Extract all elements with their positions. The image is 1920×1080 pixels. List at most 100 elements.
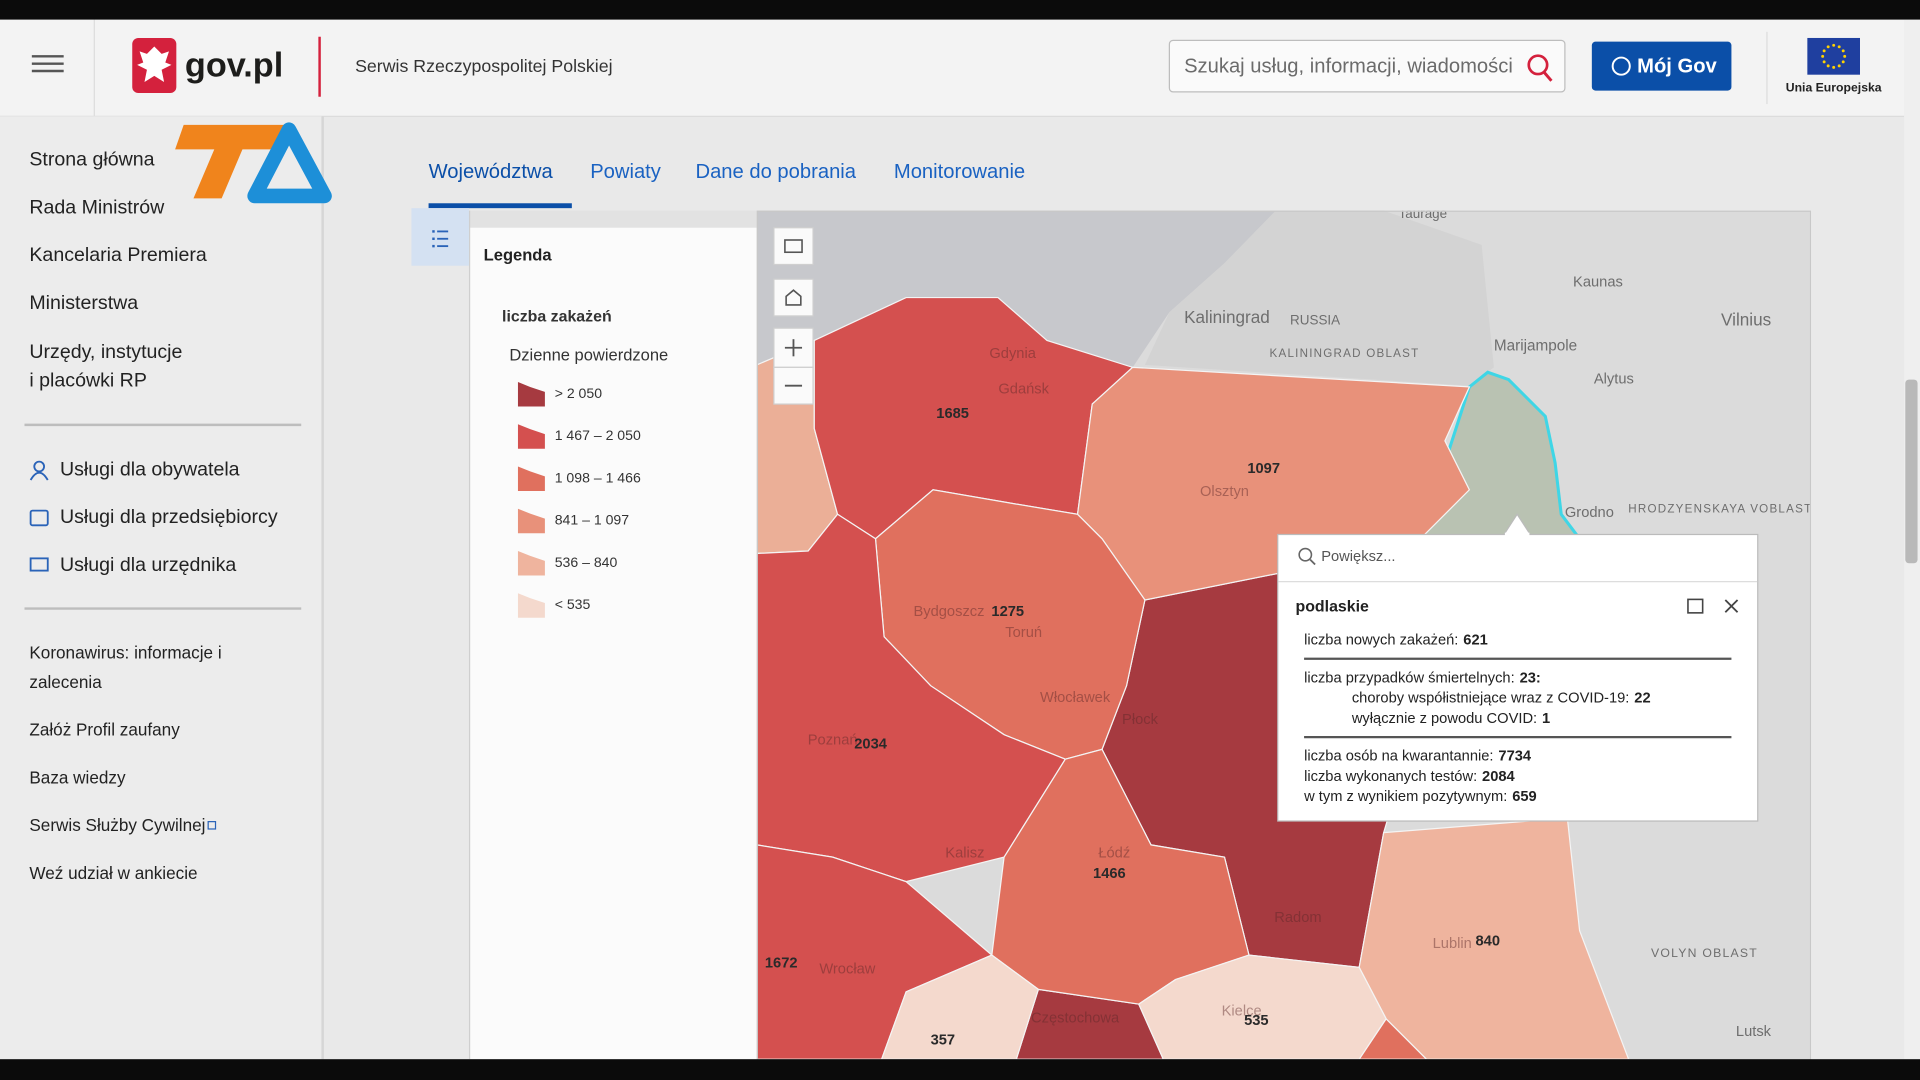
scrollbar-thumb[interactable] [1905, 379, 1918, 564]
nav-item[interactable]: Strona główna [29, 149, 154, 171]
map-place: Grodno [1565, 505, 1614, 521]
map-place: Olsztyn [1200, 484, 1249, 500]
service-link[interactable]: Usługi dla przedsiębiorcy [60, 506, 278, 528]
legend-label: 1 098 – 1 466 [555, 469, 641, 485]
frame-bottom [0, 1059, 1920, 1080]
sidebar [0, 116, 323, 1060]
login-button[interactable]: Mój Gov [1591, 41, 1732, 91]
eu-star [1843, 54, 1847, 58]
list-icon-dot [432, 244, 435, 248]
logo-text[interactable]: gov.pl [185, 46, 283, 84]
service-link[interactable]: Usługi dla urzędnika [60, 554, 236, 576]
nav-item[interactable]: Rada Ministrów [29, 196, 165, 218]
eu-star [1822, 60, 1826, 64]
tab-active-underline [428, 203, 572, 209]
tab[interactable]: Województwa [429, 161, 554, 183]
map-place: VOLYN OBLAST [1651, 946, 1758, 960]
list-icon-dot [432, 230, 435, 233]
map-place: Lutsk [1736, 1024, 1772, 1040]
sidebar-link[interactable]: Załóż Profil zaufany [29, 720, 180, 740]
sidebar-link[interactable]: Weź udział w ankiecie [29, 863, 197, 883]
popup-dock[interactable] [1687, 598, 1704, 614]
legend-toggle[interactable] [411, 208, 469, 266]
map-place: Kalisz [945, 845, 984, 861]
zoom-icon-handle [1309, 558, 1316, 566]
map-place: Gdynia [989, 346, 1036, 362]
login-text: Mój Gov [1637, 56, 1717, 78]
map-place: HRODZYENSKAYA VOBLASTS' [1628, 502, 1825, 515]
map-region[interactable] [1138, 954, 1387, 1060]
tab[interactable]: Powiaty [590, 161, 662, 183]
eu-star [1832, 43, 1836, 47]
popup-row-label: liczba przypadków śmiertelnych: [1304, 670, 1515, 686]
map-region[interactable] [880, 954, 1040, 1060]
popup-title: podlaskie [1296, 599, 1370, 616]
search-icon-handle [1542, 71, 1553, 82]
region-value: 357 [931, 1033, 956, 1049]
popup-row-label: liczba osób na kwarantannie: [1304, 749, 1493, 765]
popup-row-value: 2084 [1482, 769, 1516, 785]
legend-swatch [517, 382, 545, 407]
tab[interactable]: Monitorowanie [894, 161, 1025, 183]
map-place: Łódź [1098, 845, 1130, 861]
map-tool-button[interactable] [773, 278, 814, 317]
external-link-icon [207, 821, 217, 830]
tab[interactable]: Dane do pobrania [696, 161, 857, 183]
watermark-orange [175, 124, 292, 199]
menu-button[interactable] [31, 55, 64, 73]
popup-row-label: choroby współistniejące wraz z COVID-19: [1352, 690, 1630, 706]
sidebar-link[interactable]: Serwis Służby Cywilnej [29, 815, 205, 835]
service-icon [33, 460, 45, 473]
legend-label: < 535 [555, 596, 591, 612]
map-place: Lublin [1433, 936, 1472, 952]
nav-item[interactable]: Ministerstwa [29, 292, 138, 314]
eu-star [1837, 64, 1841, 68]
map-place: Częstochowa [1031, 1011, 1120, 1027]
sidebar-link[interactable]: zalecenia [29, 672, 102, 692]
map-place: Kielce [1222, 1003, 1262, 1019]
legend-swatch [517, 551, 545, 576]
region-value: 1672 [765, 956, 798, 972]
eu-star [1841, 49, 1845, 53]
legend-swatch [517, 466, 545, 492]
legend-panel [468, 227, 757, 1060]
zoom-icon [1298, 547, 1313, 562]
nav-item[interactable]: i placówki RP [29, 370, 147, 392]
search-icon [1527, 54, 1549, 76]
service-link[interactable]: Usługi dla obywatela [60, 458, 240, 480]
eu-star [1841, 60, 1845, 64]
region-value: 1097 [1247, 461, 1280, 477]
search-input[interactable] [1168, 39, 1566, 93]
popup: Powiększ... podlaskie liczba nowych zakaże… [1277, 513, 1759, 822]
popup-close[interactable] [1724, 599, 1739, 613]
eu-star [1837, 45, 1841, 49]
map-tool-button[interactable] [773, 227, 814, 266]
map-place: Kaliningrad [1184, 307, 1270, 327]
eu-star [1826, 45, 1830, 49]
search-box[interactable]: Szukaj usług, informacji, wiadomości [1168, 39, 1566, 93]
service-name: Serwis Rzeczypospolitej Polskiej [355, 56, 612, 76]
map-place: Toruń [1005, 625, 1042, 641]
eu-label: Unia Europejska [1786, 80, 1882, 94]
sidebar-link[interactable]: Koronawirus: informacje i [29, 642, 221, 662]
region-value: 1466 [1093, 866, 1126, 882]
eu-flag [1807, 37, 1860, 75]
sidebar-link[interactable]: Baza wiedzy [29, 767, 126, 787]
service-icon [29, 509, 49, 527]
map-place: RUSSIA [1290, 312, 1340, 327]
nav-item[interactable]: Kancelaria Premiera [29, 244, 206, 266]
eu-star [1821, 54, 1825, 58]
legend-label: 841 – 1 097 [555, 512, 630, 528]
popup-row-value: 1 [1542, 711, 1550, 727]
legend-swatch [517, 508, 545, 534]
map-place: Gdańsk [998, 381, 1049, 397]
map-place: Włocławek [1040, 690, 1111, 706]
popup-row: liczba wykonanych testów: 2084 [1304, 769, 1515, 785]
login-bg[interactable] [1591, 41, 1732, 91]
nav-item[interactable]: Urzędy, instytucje [29, 341, 182, 363]
popup-zoom[interactable]: Powiększ... [1321, 549, 1395, 565]
search-placeholder: Szukaj usług, informacji, wiadomości [1184, 56, 1513, 78]
region-value: 2034 [854, 736, 888, 752]
popup-row-label: liczba nowych zakażeń: [1304, 632, 1458, 648]
